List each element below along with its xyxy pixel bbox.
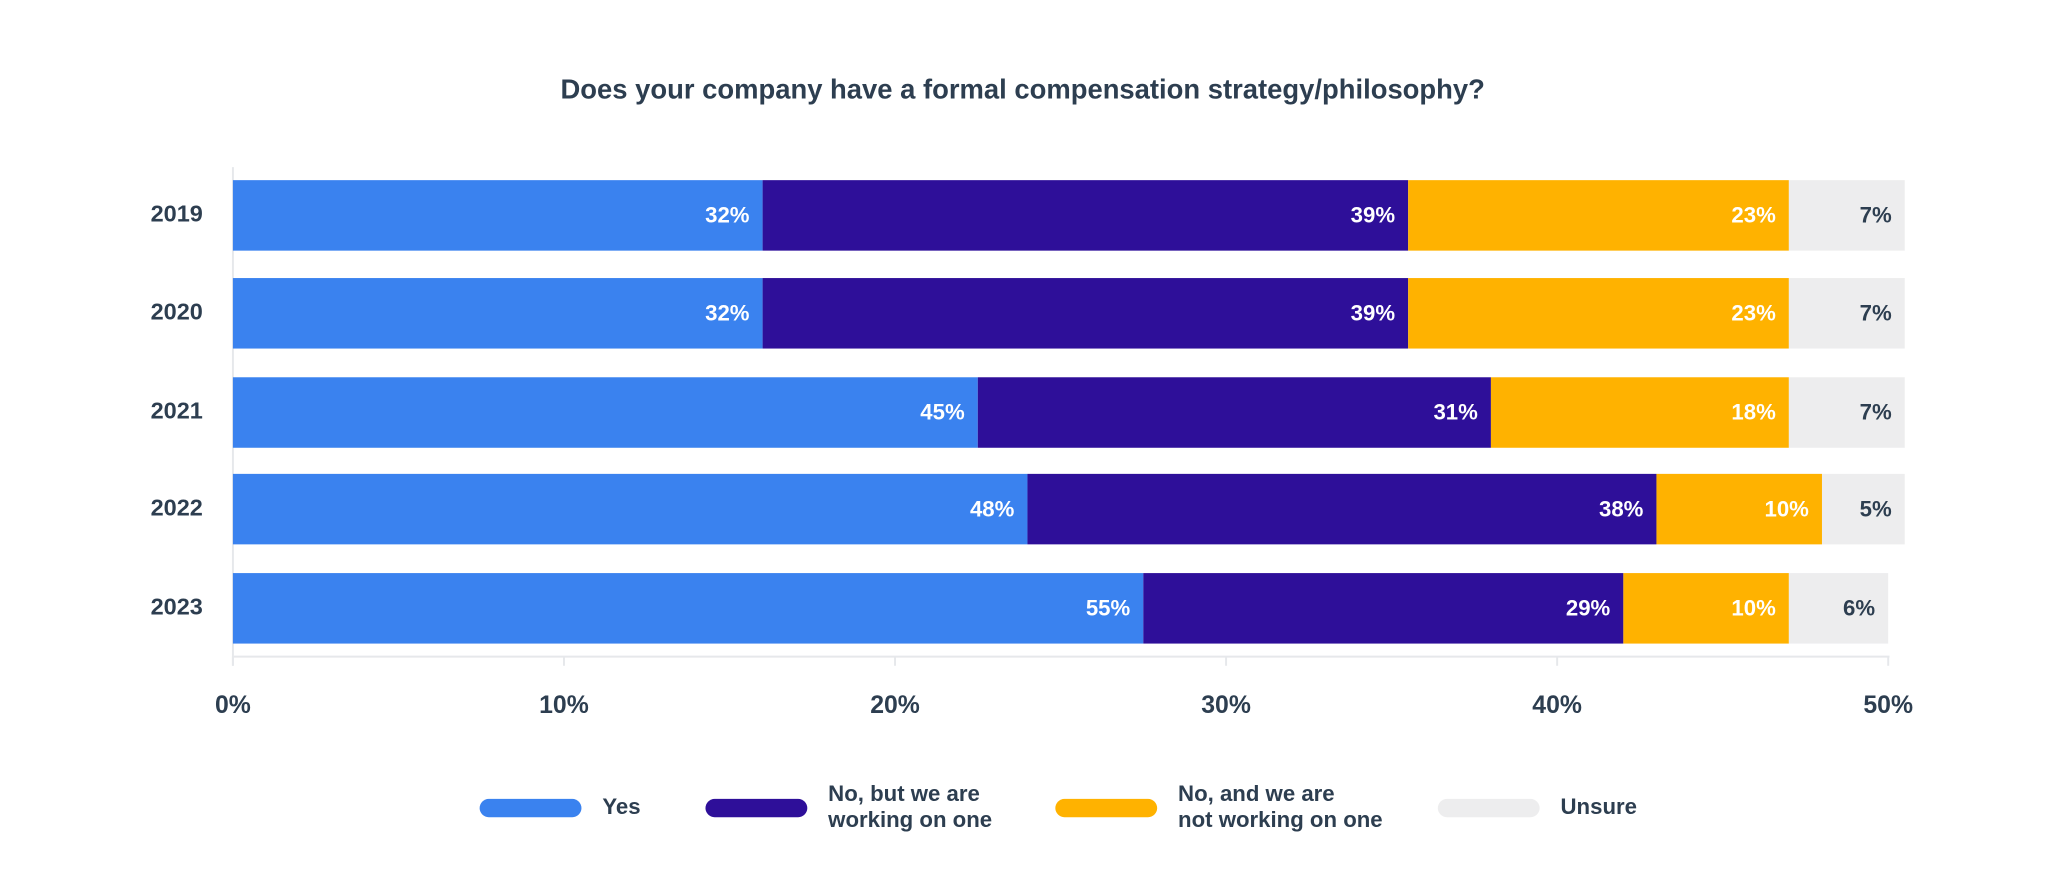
legend-swatch [705,798,808,818]
bar-segment [1656,473,1822,545]
bar-segment [1623,573,1789,644]
y-tick-label: 2020 [151,299,203,325]
bar-segment [762,278,1409,349]
legend-label-line: working on one [827,807,992,832]
bar-segment [762,180,1409,251]
value-label: 7% [1860,300,1892,325]
legend-label: Unsure [1561,794,1637,819]
bar-segment [1788,180,1905,251]
x-tick-label: 20% [870,692,920,719]
value-label: 45% [920,400,965,425]
x-tick-label: 10% [539,692,589,719]
value-label: 23% [1731,203,1776,228]
value-label: 38% [1599,496,1644,521]
value-label: 18% [1731,400,1776,425]
value-label: 39% [1351,203,1396,228]
bar-segment [232,473,1028,545]
value-label: 55% [1086,595,1131,620]
value-label: 5% [1860,496,1892,521]
value-label: 10% [1731,595,1776,620]
value-label: 23% [1731,300,1776,325]
value-label: 32% [705,300,750,325]
x-tick-label: 50% [1863,692,1913,719]
value-label: 29% [1566,595,1611,620]
legend-label-line: No, and we are [1178,781,1341,806]
legend-label: No, and we are not working on one [1178,781,1383,832]
value-label: 7% [1860,400,1892,425]
legend-label: No, but we are working on one [827,781,992,832]
bar-segment [232,573,1144,644]
bar-segment [1408,180,1789,251]
bar-segment [1821,473,1905,545]
legend-label-line: not working on one [1178,807,1383,832]
x-tick-label: 0% [215,692,251,719]
legend-label: Yes [602,794,640,819]
value-label: 10% [1765,496,1810,521]
bar-segment [1788,278,1905,349]
bar-segment [232,278,763,349]
value-label: 32% [705,203,750,228]
bar-segment [1408,278,1789,349]
bar-segment [232,180,763,251]
legend-swatch [1055,798,1158,818]
value-label: 48% [970,496,1015,521]
x-tick-label: 40% [1532,692,1582,719]
legend-swatch [479,798,582,818]
y-tick-label: 2021 [151,398,203,424]
value-label: 39% [1351,300,1396,325]
bar-segment [1788,573,1889,644]
legend-swatch [1437,798,1540,818]
bar-segment [977,377,1491,448]
y-tick-label: 2023 [151,594,203,620]
bar-segment [1490,377,1789,448]
value-label: 6% [1843,595,1875,620]
bar-segment [1788,377,1905,448]
value-label: 7% [1860,203,1892,228]
legend-label-line: No, but we are [828,781,986,806]
value-label: 31% [1433,400,1478,425]
y-tick-label: 2019 [151,201,203,227]
bar-segment [1027,473,1657,545]
x-tick-label: 30% [1201,692,1251,719]
bar-segment [1143,573,1624,644]
y-tick-label: 2022 [151,494,203,520]
chart-title: Does your company have a formal compensa… [560,74,1484,105]
bar-segment [232,377,978,448]
